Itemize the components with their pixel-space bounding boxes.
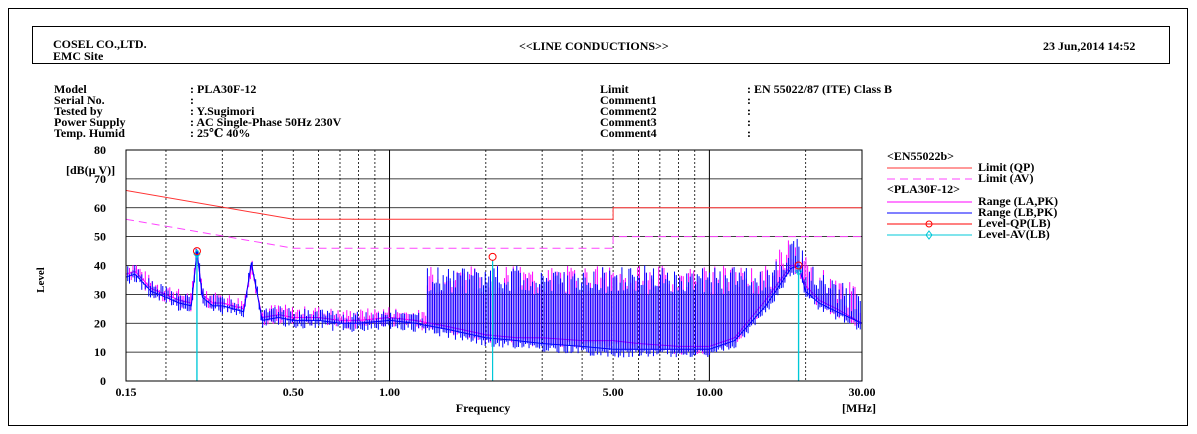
x-axis-unit: [MHz] — [842, 401, 876, 415]
info-left-labels: Model Serial No. Tested by Power Supply … — [54, 82, 126, 140]
x-tick-label: 5.00 — [603, 385, 624, 399]
company-name: COSEL CO.,LTD. — [53, 37, 147, 51]
y-tick-label: 40 — [94, 259, 106, 273]
info-label: Comment2 — [600, 104, 657, 118]
info-value: : — [747, 104, 751, 118]
info-label: Serial No. — [54, 93, 105, 107]
site-name: EMC Site — [53, 49, 104, 63]
info-right-values: : EN 55022/87 (ITE) Class B : : : : — [747, 82, 893, 140]
info-right-labels: Limit Comment1 Comment2 Comment3 Comment… — [600, 82, 657, 140]
info-label: Comment1 — [600, 93, 657, 107]
level-qp-marker — [192, 247, 201, 256]
legend-level-qp: Level-QP(LB) — [978, 216, 1051, 230]
level-qp-marker — [794, 261, 803, 270]
y-tick-label: 70 — [94, 172, 106, 186]
legend: <EN55022b> Limit (QP) Limit (AV) <PLA30F… — [887, 149, 1058, 241]
x-tick-label: 0.15 — [116, 385, 137, 399]
x-tick-label: 0.50 — [283, 385, 304, 399]
info-value: : EN 55022/87 (ITE) Class B — [747, 82, 893, 96]
info-label: Power Supply — [54, 115, 126, 129]
info-value: : — [747, 93, 751, 107]
info-value: : — [747, 126, 751, 140]
chart-frame — [8, 8, 1188, 426]
info-label: Comment4 — [600, 126, 657, 140]
legend-limit-av: Limit (AV) — [978, 171, 1033, 185]
limit-qp-line — [125, 189, 862, 220]
info-label: Tested by — [54, 104, 103, 118]
axis-ticks: 0 10 20 30 40 50 60 70 80 0.15 0.50 1.00 5.00 10.00 30… — [94, 143, 876, 399]
x-tick-label: 30.00 — [849, 385, 876, 399]
report-title: <<LINE CONDUCTIONS>> — [519, 39, 669, 53]
info-value: : PLA30F-12 — [190, 82, 257, 96]
legend-range-lb: Range (LB,PK) — [978, 205, 1057, 219]
legend-limit-qp: Limit (QP) — [978, 160, 1034, 174]
info-label: Model — [54, 82, 87, 96]
chart-series — [125, 189, 863, 381]
y-tick-label: 80 — [94, 143, 106, 157]
info-label: Temp. Humid — [54, 126, 125, 140]
legend-group-title: <EN55022b> — [887, 149, 954, 163]
y-tick-label: 50 — [94, 230, 106, 244]
info-value: : 25℃ 40% — [190, 126, 251, 140]
report-header: COSEL CO.,LTD. EMC Site <<LINE CONDUCTIO… — [32, 26, 1170, 64]
legend-range-la: Range (LA,PK) — [978, 194, 1058, 208]
info-label: Comment3 — [600, 115, 657, 129]
x-tick-label: 1.00 — [379, 385, 400, 399]
info-value: : AC Single-Phase 50Hz 230V — [190, 115, 342, 129]
y-tick-label: 20 — [94, 316, 106, 330]
info-value: : — [747, 115, 751, 129]
y-tick-label: 60 — [94, 201, 106, 215]
y-tick-label: 0 — [100, 374, 106, 388]
info-label: Limit — [600, 82, 629, 96]
report-datetime: 23 Jun,2014 14:52 — [1043, 39, 1136, 53]
y-tick-label: 30 — [94, 287, 106, 301]
plot-area-border — [125, 149, 863, 382]
legend-level-av: Level-AV(LB) — [978, 227, 1050, 241]
limit-av-line — [125, 218, 862, 249]
info-left-values: : PLA30F-12 : : Y.Sugimori : AC Single-P… — [190, 82, 342, 140]
legend-level-av-marker — [925, 230, 933, 240]
y-tick-label: 10 — [94, 345, 106, 359]
x-axis-label: Frequency — [456, 401, 510, 415]
level-qp-marker — [488, 252, 497, 261]
y-axis-label: Level — [35, 267, 47, 293]
info-value: : — [190, 93, 194, 107]
legend-level-qp-marker — [925, 220, 933, 228]
info-value: : Y.Sugimori — [190, 104, 255, 118]
x-tick-label: 10.00 — [696, 385, 723, 399]
y-axis-unit: [dB(μ V)] — [66, 163, 115, 177]
legend-group-title: <PLA30F-12> — [887, 182, 960, 196]
